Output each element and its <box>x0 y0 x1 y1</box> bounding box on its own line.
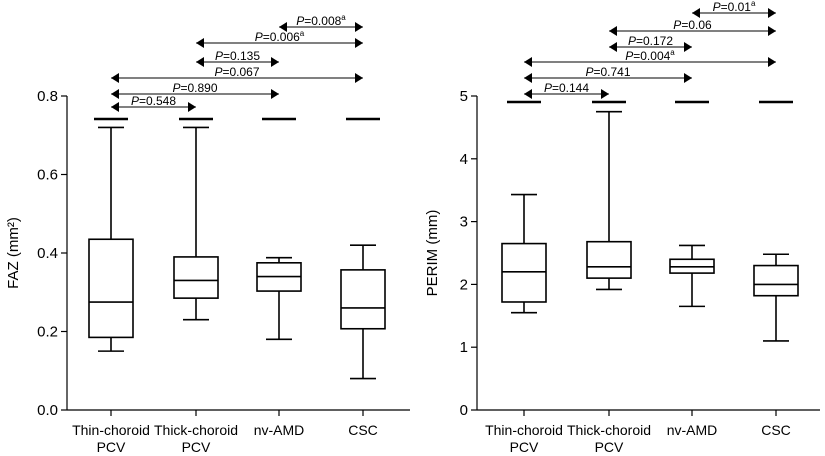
y-axis-label: FAZ (mm²) <box>5 217 22 289</box>
right-arrowhead <box>271 89 279 99</box>
y-tick-label: 0 <box>460 402 468 419</box>
category-label-line2: PCV <box>182 439 211 455</box>
y-tick-label: 0.6 <box>37 167 58 184</box>
comparison-4: P=0.06 <box>609 18 776 36</box>
right-arrowhead <box>601 89 609 99</box>
iqr-box <box>88 238 134 339</box>
category-label: Thin-choroid <box>72 422 150 438</box>
box-0 <box>501 100 547 314</box>
y-tick-label: 0.8 <box>37 88 58 105</box>
y-tick-label: 0.4 <box>37 245 58 262</box>
p-value-label: P=0.548 <box>131 94 176 108</box>
box-1 <box>173 117 219 321</box>
p-value-label: P=0.890 <box>172 81 217 95</box>
p-value-label: P=0.01a <box>713 0 756 14</box>
left-arrowhead <box>609 26 617 36</box>
left-arrowhead <box>609 42 617 52</box>
category-label-line2: PCV <box>510 439 539 455</box>
y-axis-label: PERIM (mm) <box>424 210 441 297</box>
y-tick-label: 0.0 <box>37 402 58 419</box>
p-value-label: P=0.135 <box>215 49 260 63</box>
left-arrowhead <box>111 89 119 99</box>
category-label: Thick-choroid <box>567 422 651 438</box>
category-label-line2: PCV <box>595 439 624 455</box>
box-0 <box>88 117 134 352</box>
y-tick-label: 5 <box>460 88 468 105</box>
comparison-2: P=0.004a <box>524 48 776 67</box>
comparison-5: P=0.01a <box>692 0 776 18</box>
right-arrowhead <box>684 73 692 83</box>
left-arrowhead <box>196 38 204 48</box>
p-value-label: P=0.006a <box>255 29 305 44</box>
iqr-box <box>340 269 386 330</box>
p-value-label: P=0.144 <box>544 81 589 95</box>
category-label: nv-AMD <box>667 422 718 438</box>
right-arrowhead <box>355 38 363 48</box>
comparison-4: P=0.006a <box>196 29 363 48</box>
left-arrowhead <box>524 57 532 67</box>
category-label: nv-AMD <box>254 422 305 438</box>
category-label: CSC <box>348 422 378 438</box>
comparison-3: P=0.172 <box>609 34 692 52</box>
y-tick-label: 0.2 <box>37 324 58 341</box>
box-1 <box>586 100 632 291</box>
y-tick-label: 4 <box>460 151 468 168</box>
p-value-label: P=0.06 <box>673 18 712 32</box>
iqr-box <box>173 256 219 299</box>
p-value-label: P=0.067 <box>214 65 259 79</box>
iqr-box <box>501 242 547 303</box>
category-label: Thick-choroid <box>154 422 238 438</box>
box-3 <box>340 117 386 380</box>
iqr-box <box>753 264 799 297</box>
box-3 <box>753 100 799 342</box>
left-arrowhead <box>196 57 204 67</box>
p-value-label: P=0.741 <box>585 65 630 79</box>
box-2 <box>256 117 302 341</box>
box-2 <box>669 100 715 308</box>
right-arrowhead <box>355 22 363 32</box>
right-arrowhead <box>768 8 776 18</box>
iqr-box <box>586 240 632 279</box>
left-arrowhead <box>111 73 119 83</box>
comparison-0: P=0.548 <box>111 94 196 112</box>
y-tick-label: 2 <box>460 276 468 293</box>
right-arrowhead <box>355 73 363 83</box>
left-arrowhead <box>524 89 532 99</box>
right-arrowhead <box>271 57 279 67</box>
right-arrowhead <box>188 102 196 112</box>
right-arrowhead <box>768 26 776 36</box>
comparison-1: P=0.890 <box>111 81 279 99</box>
right-arrowhead <box>768 57 776 67</box>
category-label-line2: PCV <box>97 439 126 455</box>
comparison-0: P=0.144 <box>524 81 609 99</box>
p-value-label: P=0.008a <box>296 13 346 28</box>
category-label: CSC <box>761 422 791 438</box>
p-value-label: P=0.004a <box>625 48 675 63</box>
comparison-1: P=0.741 <box>524 65 692 83</box>
comparison-5: P=0.008a <box>279 13 363 32</box>
right-arrowhead <box>684 42 692 52</box>
left-arrowhead <box>111 102 119 112</box>
comparison-2: P=0.067 <box>111 65 363 83</box>
left-arrowhead <box>524 73 532 83</box>
left-arrowhead <box>279 22 287 32</box>
p-value-label: P=0.172 <box>628 34 673 48</box>
comparison-3: P=0.135 <box>196 49 279 67</box>
left-arrowhead <box>692 8 700 18</box>
y-tick-label: 1 <box>460 339 468 356</box>
y-tick-label: 3 <box>460 214 468 231</box>
category-label: Thin-choroid <box>485 422 563 438</box>
